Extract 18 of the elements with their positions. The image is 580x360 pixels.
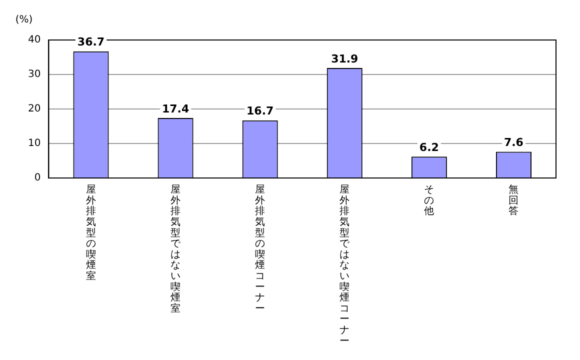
y-axis-title: (%): [15, 14, 33, 26]
data-label: 31.9: [331, 52, 358, 66]
data-label: 17.4: [162, 102, 190, 116]
y-tick-label: 10: [28, 138, 41, 150]
y-tick-label: 20: [28, 104, 41, 115]
y-tick-label: 0: [34, 172, 41, 184]
category-label: 屋外排気型の喫煙コーナー: [255, 184, 266, 314]
x-tick-label: その他: [424, 184, 434, 218]
category-label: 屋外排気型ではない喫煙コーナー: [340, 184, 350, 347]
category-label: 屋外排気型ではない喫煙室: [170, 184, 181, 314]
x-tick-label: 無回答: [508, 184, 519, 218]
data-label: 6.2: [419, 140, 439, 154]
data-label: 36.7: [77, 36, 105, 49]
y-tick-label: 30: [28, 69, 41, 80]
data-label: 16.7: [246, 104, 274, 118]
y-tick-label: 40: [28, 34, 41, 46]
category-label: 屋外排気型の喫煙室: [86, 184, 96, 282]
data-label: 7.6: [504, 136, 524, 150]
